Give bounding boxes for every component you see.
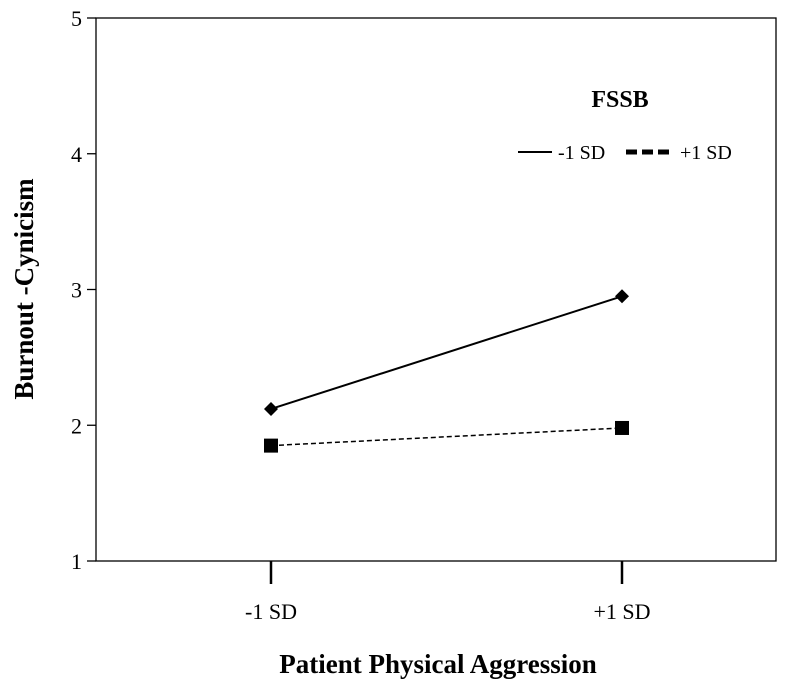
y-axis: 1 2 3 4 5 bbox=[71, 6, 96, 574]
x-axis: -1 SD +1 SD bbox=[245, 561, 651, 624]
legend-label-plus-1sd: +1 SD bbox=[680, 142, 732, 164]
y-tick-label: 5 bbox=[71, 6, 82, 31]
series-group bbox=[264, 289, 629, 453]
legend-label-minus-1sd: -1 SD bbox=[558, 142, 605, 164]
series-line-minus-1sd bbox=[270, 295, 623, 410]
x-tick-label: +1 SD bbox=[593, 599, 650, 624]
x-tick-label: -1 SD bbox=[245, 599, 297, 624]
y-tick-label: 1 bbox=[71, 549, 82, 574]
y-tick-label: 2 bbox=[71, 413, 82, 438]
legend-title: FSSB bbox=[591, 87, 648, 113]
y-tick-label: 4 bbox=[71, 142, 82, 167]
data-point-diamond bbox=[615, 289, 629, 304]
data-point-diamond bbox=[264, 401, 278, 416]
data-point-square bbox=[264, 438, 278, 453]
y-axis-title: Burnout -Cynicism bbox=[9, 178, 39, 400]
series-line-plus-1sd bbox=[270, 427, 623, 447]
y-tick-label: 3 bbox=[71, 278, 82, 303]
data-point-square bbox=[615, 420, 629, 435]
plot-frame bbox=[95, 17, 777, 562]
x-axis-title: Patient Physical Aggression bbox=[279, 649, 597, 679]
legend: FSSB -1 SD +1 SD bbox=[518, 87, 732, 164]
